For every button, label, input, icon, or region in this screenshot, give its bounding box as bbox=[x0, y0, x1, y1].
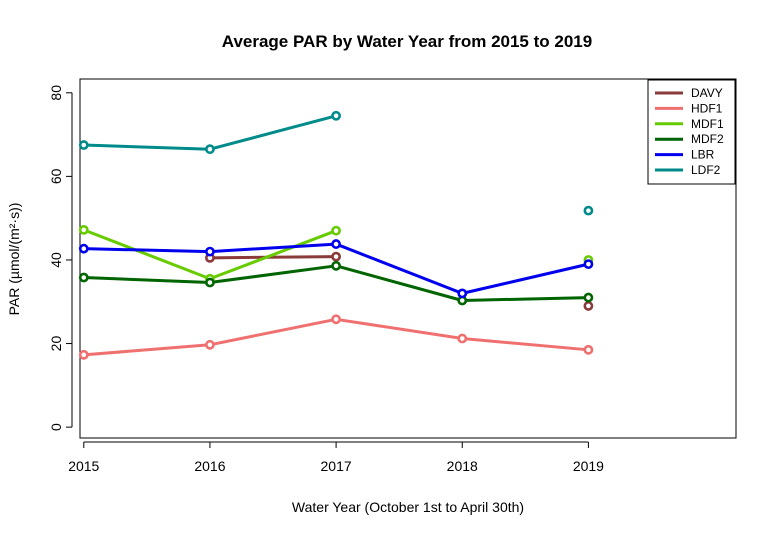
x-tick-label: 2015 bbox=[68, 458, 99, 474]
data-point bbox=[78, 243, 89, 254]
series-lbr bbox=[78, 239, 594, 299]
data-point bbox=[78, 140, 89, 150]
y-tick-label: 40 bbox=[48, 252, 64, 268]
legend-label: DAVY bbox=[691, 86, 723, 100]
data-point bbox=[205, 339, 215, 350]
legend-label: MDF1 bbox=[691, 117, 724, 131]
data-point bbox=[583, 292, 594, 303]
y-tick-label: 20 bbox=[48, 336, 64, 352]
data-point bbox=[457, 333, 468, 344]
data-point bbox=[331, 225, 341, 236]
data-point bbox=[583, 344, 594, 355]
x-tick-label: 2019 bbox=[573, 458, 604, 474]
data-point bbox=[205, 246, 215, 257]
y-tick-label: 60 bbox=[48, 168, 64, 184]
series-ldf2 bbox=[78, 110, 594, 216]
legend-label: LDF2 bbox=[691, 163, 721, 177]
series-davy bbox=[205, 251, 594, 311]
legend-label: LBR bbox=[691, 148, 715, 162]
data-point bbox=[331, 251, 341, 262]
plot-frame bbox=[79, 78, 737, 439]
x-tick-label: 2016 bbox=[194, 458, 225, 474]
series-mdf2 bbox=[78, 260, 594, 306]
data-point bbox=[331, 110, 341, 121]
series-line bbox=[83, 317, 589, 357]
x-axis: 2015 2016 2017 2018 2019 bbox=[68, 441, 604, 474]
y-tick-label: 0 bbox=[48, 423, 64, 431]
data-point bbox=[331, 239, 341, 249]
x-tick-label: 2018 bbox=[447, 458, 478, 474]
data-point bbox=[78, 349, 89, 360]
legend-label: HDF1 bbox=[691, 101, 723, 115]
y-axis: 0 20 40 60 80 bbox=[48, 85, 73, 431]
data-point bbox=[331, 260, 341, 271]
legend-label: MDF2 bbox=[691, 132, 724, 146]
data-point bbox=[583, 259, 594, 270]
x-tick-label: 2017 bbox=[321, 458, 352, 474]
y-axis-label: PAR (µmol/(m²·s)) bbox=[6, 203, 22, 316]
x-axis-label: Water Year (October 1st to April 30th) bbox=[292, 499, 524, 515]
legend-box bbox=[647, 79, 736, 185]
data-point bbox=[78, 272, 89, 283]
data-point bbox=[78, 224, 89, 235]
series-line bbox=[83, 114, 337, 151]
series-line bbox=[209, 255, 337, 260]
y-tick-label: 80 bbox=[48, 85, 64, 101]
data-point bbox=[457, 288, 468, 299]
chart-title: Average PAR by Water Year from 2015 to 2… bbox=[222, 32, 592, 51]
series-layer bbox=[78, 110, 594, 360]
data-point bbox=[331, 314, 341, 325]
data-point bbox=[205, 277, 215, 288]
series-hdf1 bbox=[78, 314, 594, 360]
data-point bbox=[583, 301, 594, 311]
data-point bbox=[583, 205, 594, 216]
data-point bbox=[205, 144, 215, 155]
